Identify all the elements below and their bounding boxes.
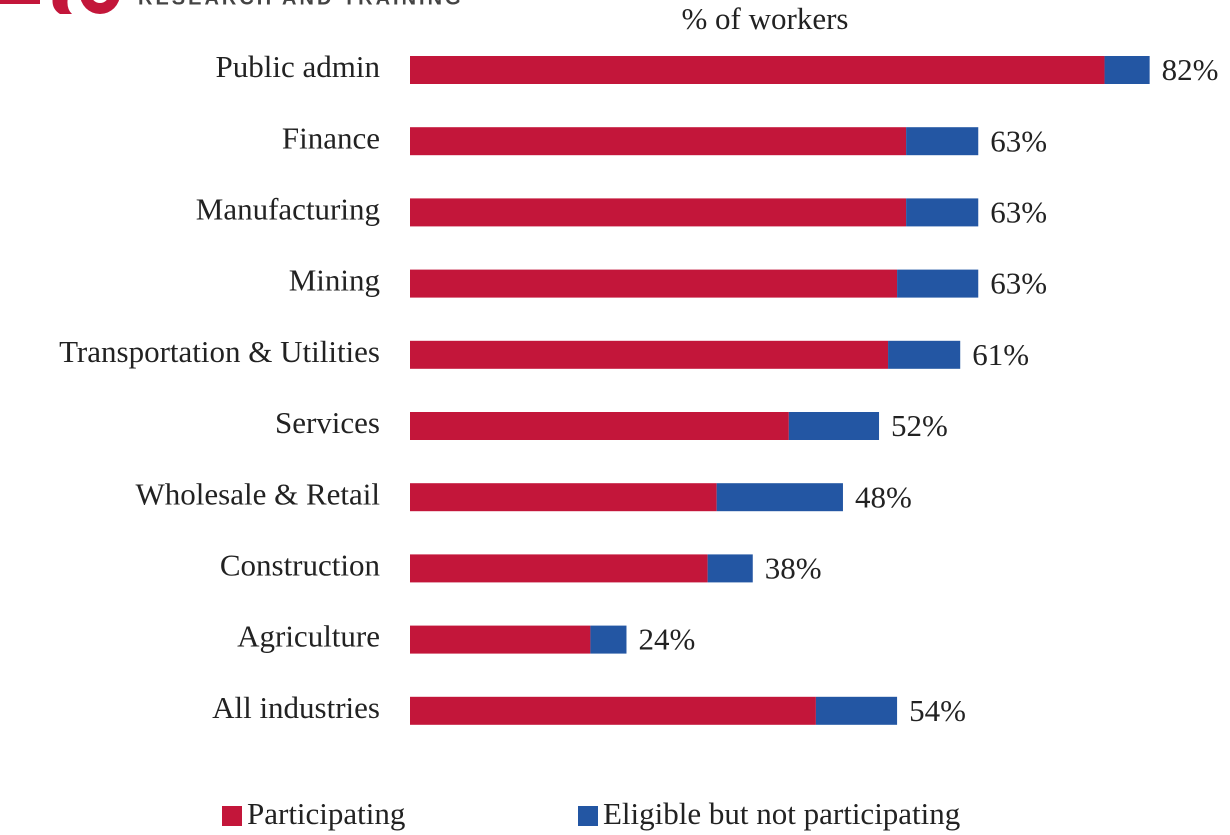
bar-segment bbox=[410, 127, 907, 156]
category-label: Finance bbox=[282, 120, 380, 155]
bar-segment bbox=[410, 340, 889, 369]
bar-segment bbox=[410, 269, 898, 298]
category-label: Agriculture bbox=[237, 619, 380, 654]
bar-segment bbox=[897, 269, 979, 298]
total-label: 48% bbox=[855, 479, 912, 514]
logo-mark bbox=[93, 0, 107, 3]
bar-segment bbox=[410, 625, 591, 654]
bar-segment bbox=[410, 412, 789, 440]
category-label: Public admin bbox=[216, 49, 381, 84]
total-label: 24% bbox=[638, 622, 695, 657]
bar-segment bbox=[590, 625, 627, 654]
logo-mark bbox=[52, 0, 72, 14]
bar-segment bbox=[707, 554, 753, 583]
axis-label: % of workers bbox=[681, 1, 848, 36]
bar-segment bbox=[410, 554, 708, 583]
bar-segment bbox=[410, 696, 816, 725]
category-label: Construction bbox=[220, 548, 381, 583]
bar-segment bbox=[410, 483, 717, 512]
legend-label: Participating bbox=[247, 796, 405, 831]
bar-segment bbox=[815, 696, 898, 725]
category-label: Mining bbox=[289, 263, 380, 298]
bar-segment bbox=[410, 56, 1105, 84]
total-label: 61% bbox=[972, 337, 1029, 372]
total-label: 52% bbox=[891, 408, 948, 443]
bar-segment bbox=[716, 483, 843, 512]
logo-text: RESEARCH AND TRAINING bbox=[138, 0, 464, 9]
category-label: Manufacturing bbox=[196, 192, 380, 227]
bar-segment bbox=[906, 198, 979, 227]
total-label: 63% bbox=[990, 266, 1047, 301]
legend-swatch bbox=[222, 806, 242, 826]
category-label: Services bbox=[275, 405, 380, 440]
total-label: 82% bbox=[1162, 52, 1219, 87]
bar-segment bbox=[788, 412, 880, 440]
legend-label: Eligible but not participating bbox=[603, 796, 960, 831]
bar-segment bbox=[906, 127, 979, 156]
category-label: Wholesale & Retail bbox=[136, 476, 380, 511]
category-label: All industries bbox=[212, 690, 380, 725]
category-label: Transportation & Utilities bbox=[59, 334, 380, 369]
total-label: 63% bbox=[990, 123, 1047, 158]
total-label: 63% bbox=[990, 195, 1047, 230]
bar-segment bbox=[410, 198, 907, 227]
logo-mark bbox=[80, 0, 120, 14]
total-label: 38% bbox=[765, 551, 822, 586]
logo-mark bbox=[0, 0, 40, 4]
bar-segment bbox=[888, 340, 961, 369]
total-label: 54% bbox=[909, 693, 966, 728]
bar-segment bbox=[1104, 56, 1150, 84]
legend-swatch bbox=[578, 806, 598, 826]
